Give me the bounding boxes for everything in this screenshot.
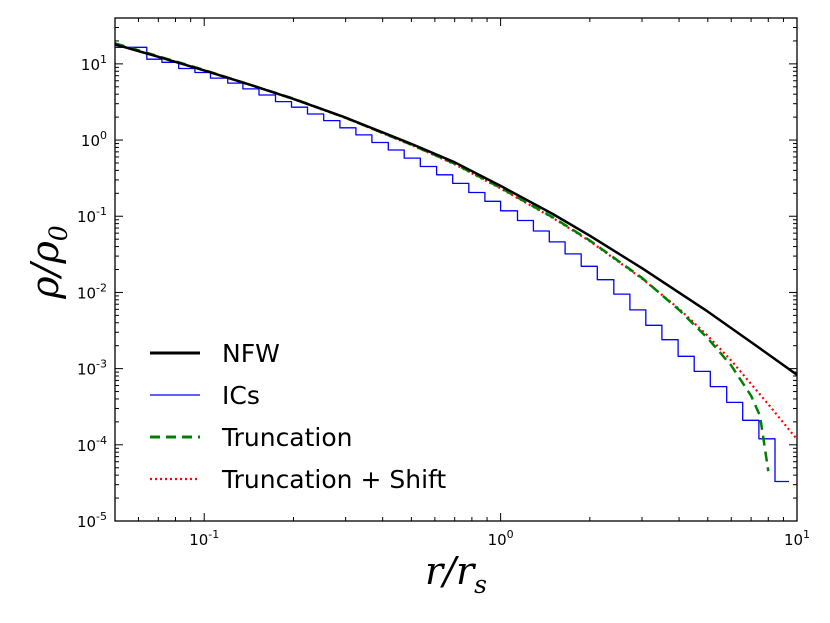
y-axis-label: ρ/ρ0 xyxy=(23,225,73,299)
x-tick-label: 100 xyxy=(488,528,514,549)
y-tick-label: 10-3 xyxy=(77,358,107,379)
tick-layer: 10-1 100 101 10-5 10-4 10-3 10-2 10-1 100 101 xyxy=(77,17,810,549)
y-tick-label: 10-1 xyxy=(77,205,107,226)
y-tick-label: 10-2 xyxy=(77,281,107,302)
y-tick-label: 10-4 xyxy=(77,434,107,455)
legend-label: ICs xyxy=(222,381,260,410)
x-tick-label: 101 xyxy=(784,528,810,549)
series-line-nfw xyxy=(115,43,797,376)
y-tick-label: 10-5 xyxy=(77,510,107,531)
label-layer: r/rs ρ/ρ0 xyxy=(23,225,487,599)
legend-label: NFW xyxy=(222,339,280,368)
legend-label: Truncation + Shift xyxy=(221,465,446,494)
plot-frame xyxy=(114,17,798,522)
series-line-truncation xyxy=(115,42,770,472)
y-tick-label: 100 xyxy=(81,129,107,150)
series-layer xyxy=(115,42,797,483)
legend: NFW ICs Truncation Truncation + Shift xyxy=(150,339,446,494)
series-line-truncation-shift xyxy=(115,43,797,440)
x-tick-label: 10-1 xyxy=(189,528,219,549)
legend-label: Truncation xyxy=(221,423,353,452)
x-axis-label: r/rs xyxy=(425,549,487,599)
series-line-ics xyxy=(115,46,789,483)
y-tick-label: 101 xyxy=(81,53,107,74)
